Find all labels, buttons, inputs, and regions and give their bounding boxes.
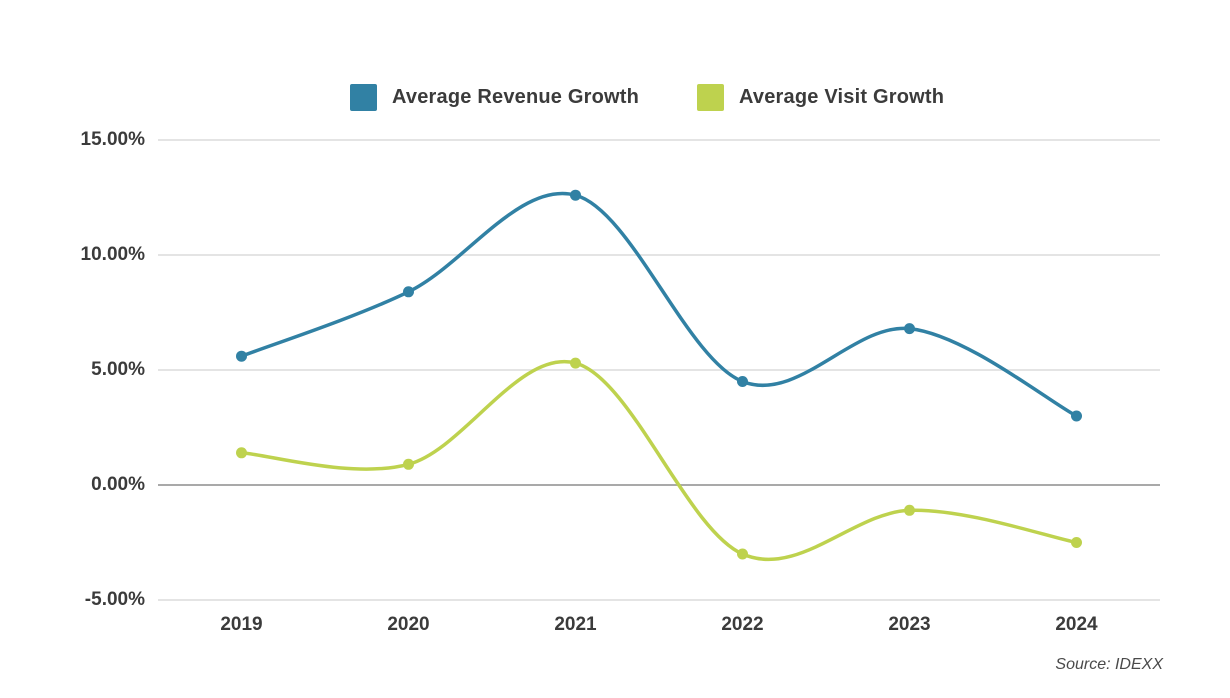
chart-legend: Average Revenue Growth Average Visit Gro… <box>0 83 1230 111</box>
legend-item-average-revenue-growth[interactable]: Average Revenue Growth <box>350 83 639 111</box>
y-axis-tick-label: 15.00% <box>80 129 145 150</box>
data-point-marker <box>904 323 915 335</box>
data-point-marker <box>737 548 748 560</box>
x-axis-tick-label: 2024 <box>1055 614 1098 635</box>
series-line-revenue <box>239 191 1079 418</box>
x-axis-tick-label: 2023 <box>888 614 931 635</box>
legend-label-revenue: Average Revenue Growth <box>392 85 640 108</box>
data-point-marker <box>236 447 247 459</box>
data-point-marker <box>737 376 748 387</box>
series-line-visit <box>239 359 1079 562</box>
source-credit: Source: IDEXX <box>1055 656 1163 673</box>
x-axis-tick-label: 2019 <box>220 614 263 635</box>
data-point-marker <box>236 350 247 362</box>
y-axis-tick-label: 5.00% <box>91 359 145 380</box>
legend-item-average-visit-growth[interactable]: Average Visit Growth <box>697 83 944 111</box>
x-axis-tick-label: 2020 <box>387 614 430 635</box>
data-point-marker <box>403 458 414 470</box>
y-axis-tick-label: 0.00% <box>91 474 145 495</box>
data-point-marker <box>1071 537 1082 548</box>
legend-swatch-visit-icon <box>697 83 724 111</box>
x-axis-tick-label: 2021 <box>554 614 597 635</box>
data-point-marker <box>570 357 581 369</box>
x-axis-tick-label: 2022 <box>721 614 764 635</box>
data-point-marker <box>904 504 915 516</box>
legend-label-visit: Average Visit Growth <box>739 85 945 108</box>
y-axis-tick-label: -5.00% <box>84 589 145 610</box>
legend-swatch-revenue-icon <box>350 83 377 111</box>
data-point-marker <box>1071 410 1082 422</box>
data-point-marker <box>570 189 581 201</box>
y-axis-tick-label: 10.00% <box>80 244 145 265</box>
data-point-marker <box>403 286 414 298</box>
